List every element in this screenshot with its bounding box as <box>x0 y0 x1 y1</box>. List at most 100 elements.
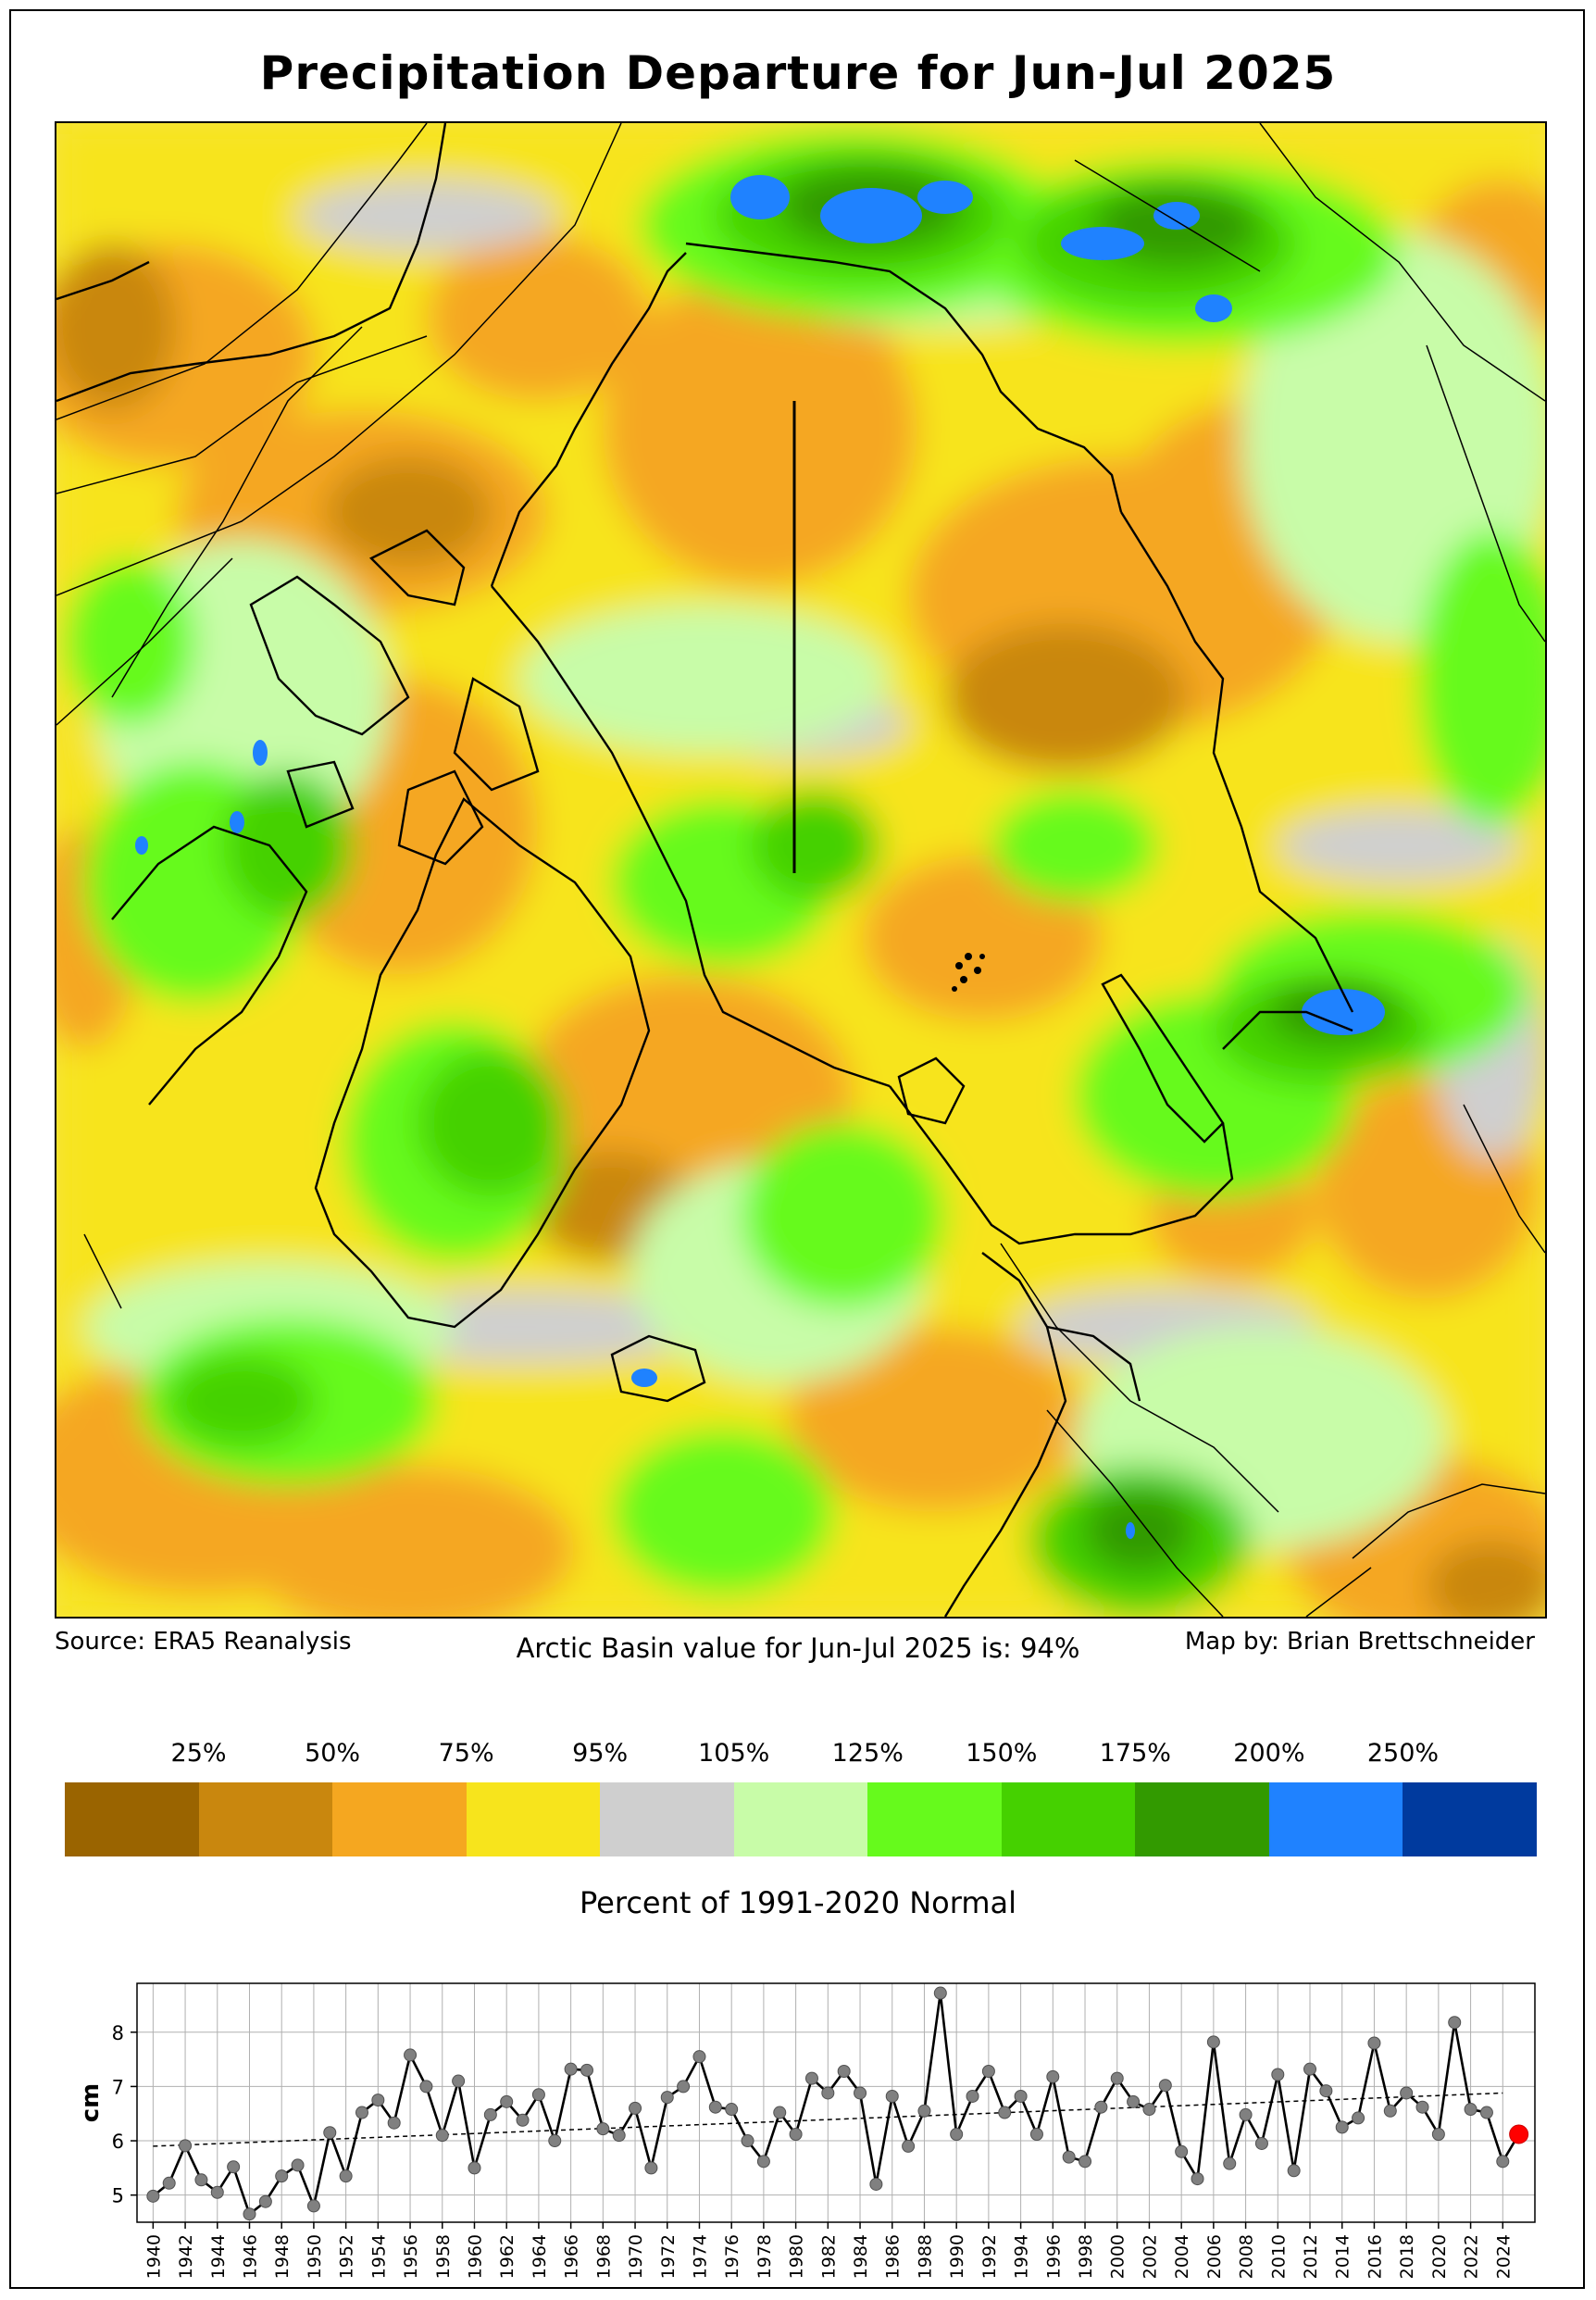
x-tick-label: 1966 <box>562 2234 582 2279</box>
x-tick-label: 1944 <box>208 2234 229 2279</box>
x-tick-label: 1994 <box>1012 2234 1032 2279</box>
x-tick-label: 1998 <box>1076 2234 1096 2279</box>
legend-swatch <box>466 1782 601 1856</box>
data-point <box>692 2050 706 2064</box>
data-point <box>837 2064 851 2078</box>
precip-anomaly-field <box>56 123 1545 1617</box>
data-point <box>756 2155 770 2169</box>
data-point <box>1254 2136 1268 2150</box>
data-point <box>1287 2164 1301 2178</box>
data-point <box>789 2128 803 2142</box>
data-point <box>580 2063 593 2077</box>
plot-frame <box>136 1982 1536 2223</box>
legend-label: 25% <box>170 1739 227 1768</box>
legend-label: 125% <box>831 1739 904 1768</box>
x-tick-label: 1982 <box>818 2234 839 2279</box>
data-point <box>1223 2156 1237 2170</box>
x-tick-label: 1948 <box>272 2234 293 2279</box>
data-point <box>1014 2089 1028 2103</box>
y-tick-label: 7 <box>112 2076 124 2098</box>
x-tick-label: 2016 <box>1365 2234 1385 2279</box>
data-point <box>725 2103 739 2117</box>
data-point <box>933 1986 947 2000</box>
x-tick-label: 2024 <box>1493 2234 1514 2279</box>
page-title: Precipitation Departure for Jun-Jul 2025 <box>259 46 1337 100</box>
data-point <box>950 2128 964 2142</box>
data-point <box>869 2177 883 2191</box>
x-tick-label: 2004 <box>1172 2234 1192 2279</box>
data-point <box>291 2158 305 2172</box>
x-tick-label: 1988 <box>915 2234 935 2279</box>
y-tick-label: 5 <box>112 2185 124 2207</box>
x-tick-label: 2006 <box>1204 2234 1225 2279</box>
data-point <box>854 2086 867 2100</box>
data-point <box>1206 2035 1220 2049</box>
x-tick-label: 2008 <box>1237 2234 1257 2279</box>
data-point <box>1046 2069 1060 2083</box>
x-tick-label: 1962 <box>497 2234 517 2279</box>
very-wet-spots <box>135 175 1385 1539</box>
data-point <box>1479 2106 1493 2119</box>
data-point <box>419 2080 433 2094</box>
data-point <box>564 2062 578 2076</box>
data-point <box>612 2129 626 2143</box>
small-islands <box>952 953 985 992</box>
data-point <box>1079 2155 1092 2169</box>
data-point <box>1239 2107 1253 2121</box>
legend-label: 150% <box>966 1739 1038 1768</box>
coastlines <box>56 123 1354 1617</box>
x-tick-label: 1958 <box>433 2234 454 2279</box>
x-tick-label: 1964 <box>530 2234 550 2279</box>
x-tick-label: 1986 <box>883 2234 904 2279</box>
data-point <box>660 2091 674 2105</box>
legend-swatch <box>600 1782 734 1856</box>
legend-label: 95% <box>572 1739 629 1768</box>
legend-swatch <box>1135 1782 1269 1856</box>
data-point <box>1431 2128 1445 2142</box>
data-point <box>146 2189 160 2203</box>
data-point <box>483 2107 497 2121</box>
data-point <box>531 2088 545 2102</box>
data-point <box>1094 2100 1108 2114</box>
data-point <box>387 2116 401 2130</box>
data-point <box>1415 2100 1429 2114</box>
data-point <box>1158 2079 1172 2093</box>
y-tick-label: 6 <box>112 2131 124 2153</box>
country-borders <box>56 123 1545 1617</box>
timeseries-chart: 5 6 7 8 cm 1940 1942 1944 1946 1948 1950 1952 1954 19… <box>77 1982 1536 2279</box>
x-tick-label: 1976 <box>722 2234 742 2279</box>
x-tick-label: 1952 <box>337 2234 357 2279</box>
data-point <box>1319 2084 1333 2098</box>
x-tick-label: 2010 <box>1268 2234 1289 2279</box>
legend-swatch <box>1403 1782 1538 1856</box>
legend-colorbar <box>65 1782 1538 1856</box>
y-axis-label: cm <box>77 2083 105 2123</box>
x-tick-label: 1950 <box>305 2234 325 2279</box>
data-point <box>323 2126 337 2140</box>
data-point <box>1383 2104 1397 2118</box>
x-tick-label: 2022 <box>1462 2234 1482 2279</box>
data-point <box>1448 2016 1462 2030</box>
x-tick-label: 1972 <box>658 2234 679 2279</box>
source-caption: Source: ERA5 Reanalysis <box>55 1628 352 1656</box>
data-point <box>179 2139 193 2153</box>
legend-title: Percent of 1991-2020 Normal <box>580 1885 1016 1920</box>
data-point <box>773 2106 787 2119</box>
x-tick-label: 2014 <box>1333 2234 1353 2279</box>
x-tick-label: 1978 <box>754 2234 775 2279</box>
legend-label: 200% <box>1233 1739 1305 1768</box>
data-point <box>306 2199 320 2213</box>
data-point <box>435 2129 449 2143</box>
data-point <box>1335 2120 1349 2134</box>
x-tick-label: 1992 <box>979 2234 1000 2279</box>
data-point <box>1352 2111 1365 2125</box>
author-caption: Map by: Brian Brettschneider <box>1184 1628 1535 1656</box>
data-point <box>998 2106 1012 2119</box>
data-point <box>741 2134 754 2148</box>
trend-line <box>153 2092 1503 2147</box>
data-point <box>227 2160 241 2174</box>
data-point <box>243 2207 256 2221</box>
data-point <box>1400 2086 1414 2100</box>
data-point <box>194 2173 208 2187</box>
data-point <box>355 2106 368 2119</box>
